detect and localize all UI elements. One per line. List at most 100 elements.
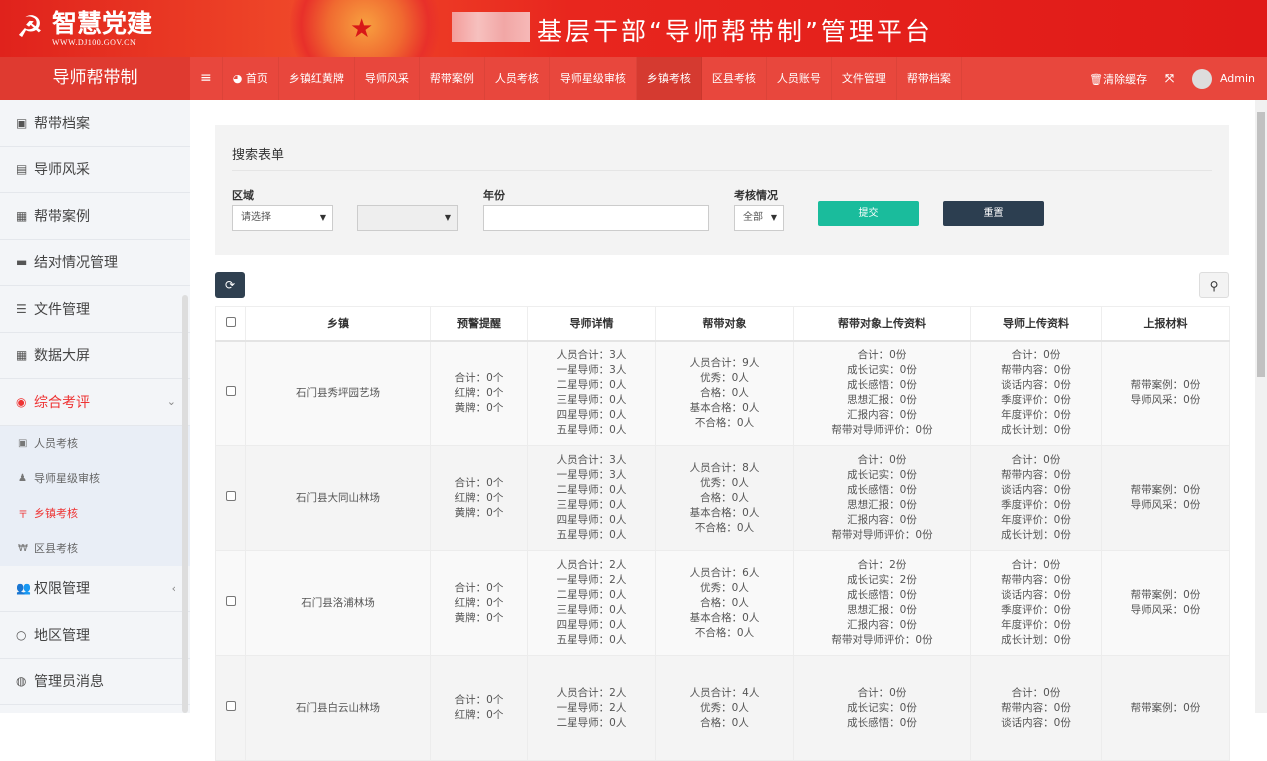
logo-text: 智慧党建 bbox=[52, 8, 153, 38]
nav-item[interactable]: 导师风采 bbox=[355, 57, 420, 100]
stat-line: 五星导师：0人 bbox=[556, 634, 627, 646]
table-row: 石门县洛浦林场 合计：0个 红牌：0个 黄牌：0个 人员合计：2人 一星导师：2人 二星导师… bbox=[215, 550, 1230, 656]
logo[interactable]: ☭ 智慧党建 WWW.DJ100.GOV.CN bbox=[8, 8, 152, 48]
caret-down-icon: ▼ bbox=[319, 213, 326, 222]
nav-item[interactable]: 人员账号 bbox=[767, 57, 832, 100]
sidebar-item[interactable]: ○ 地区管理 bbox=[0, 612, 190, 659]
nav-item[interactable]: 乡镇红黄牌 bbox=[279, 57, 355, 100]
stat-line: 合计：0份 bbox=[857, 686, 907, 699]
nav-item[interactable]: 人员考核 bbox=[485, 57, 550, 100]
refresh-icon[interactable]: ⟳ bbox=[215, 272, 245, 298]
stat-line: 二星导师：0人 bbox=[556, 379, 627, 392]
sidebar-item[interactable]: ▣ 帮带档案 bbox=[0, 100, 190, 147]
sidebar-item[interactable]: 〒乡镇考核 bbox=[0, 495, 190, 531]
nav-item-label: 人员账号 bbox=[776, 72, 821, 85]
brand-title: 导师帮带制 bbox=[0, 57, 190, 100]
cell-target-upload: 合计：0份 成长记实：0份 成长感悟：0份 bbox=[793, 655, 971, 761]
stat-line: 合计：0份 bbox=[857, 349, 907, 362]
stat-line: 成长计划：0份 bbox=[1001, 424, 1071, 437]
search-form-title: 搜索表单 bbox=[232, 148, 285, 163]
stat-line: 思想汇报：0份 bbox=[847, 394, 917, 407]
nav-item[interactable]: 区县考核 bbox=[702, 57, 767, 100]
cell-report: 帮带案例：0份 导师风采：0份 bbox=[1101, 445, 1230, 551]
stat-line: 黄牌：0个 bbox=[454, 506, 504, 519]
row-checkbox[interactable] bbox=[225, 385, 236, 396]
nav-item[interactable]: 文件管理 bbox=[832, 57, 897, 100]
row-checkbox-cell[interactable] bbox=[215, 445, 246, 551]
clear-cache-button[interactable]: 🗑清除缓存 bbox=[1089, 71, 1147, 87]
sidebar-item-label: 导师星级审核 bbox=[34, 472, 100, 485]
cell-report: 帮带案例：0份 bbox=[1101, 655, 1230, 761]
region-select[interactable]: 请选择 ▼ bbox=[232, 205, 333, 231]
region-select-value: 请选择 bbox=[241, 212, 271, 223]
stat-line: 一星导师：2人 bbox=[556, 574, 627, 586]
sub-region-select[interactable]: ▼ bbox=[357, 205, 458, 231]
nav-item[interactable]: 乡镇考核 bbox=[636, 57, 702, 100]
stat-line: 帮带对导师评价：0份 bbox=[831, 424, 933, 437]
sidebar-item[interactable]: ▤ 导师风采 bbox=[0, 147, 190, 193]
town-name: 石门县秀坪园艺场 bbox=[245, 340, 431, 446]
stat-line: 人员合计：3人 bbox=[556, 454, 627, 466]
sidebar-item-label: 结对情况管理 bbox=[34, 255, 118, 272]
select-all-checkbox[interactable] bbox=[215, 306, 246, 342]
logo-url: WWW.DJ100.GOV.CN bbox=[52, 37, 137, 47]
target-icon: ◉ bbox=[16, 394, 27, 409]
sidebar-item[interactable]: ▦ 数据大屏 bbox=[0, 333, 190, 379]
sidebar-item[interactable]: ☰ 文件管理 bbox=[0, 286, 190, 333]
nav-item[interactable]: 导师星级审核 bbox=[550, 57, 637, 100]
row-checkbox-cell[interactable] bbox=[215, 655, 246, 761]
column-header: 上报材料 bbox=[1101, 306, 1230, 342]
user-tie-icon: ♟ bbox=[18, 472, 27, 484]
page-scrollbar[interactable] bbox=[1255, 100, 1267, 713]
year-input[interactable] bbox=[483, 205, 709, 231]
stat-line: 思想汇报：0份 bbox=[847, 499, 917, 511]
nav-item[interactable]: 帮带案例 bbox=[420, 57, 485, 100]
row-checkbox-cell[interactable] bbox=[215, 340, 246, 446]
stat-line: 合计：0份 bbox=[1011, 454, 1061, 466]
row-checkbox-cell[interactable] bbox=[215, 550, 246, 656]
nav-item[interactable]: ◕ 首页 bbox=[223, 57, 279, 100]
stat-line: 人员合计：3人 bbox=[556, 349, 627, 362]
sidebar-item[interactable]: ◉ 综合考评 ⌄ bbox=[0, 379, 190, 426]
stat-line: 年度评价：0份 bbox=[1001, 409, 1071, 422]
table-row: 石门县秀坪园艺场 合计：0个 红牌：0个 黄牌：0个 人员合计：3人 一星导师：3人 二星导… bbox=[215, 340, 1230, 446]
sidebar-item[interactable]: ▦ 帮带案例 bbox=[0, 193, 190, 240]
reset-button[interactable]: 重置 bbox=[943, 201, 1044, 226]
stat-line: 成长计划：0份 bbox=[1001, 529, 1071, 541]
town-name: 石门县白云山林场 bbox=[245, 655, 431, 761]
search-icon[interactable]: ⚲ bbox=[1199, 272, 1229, 298]
briefcase-icon: ▬ bbox=[16, 255, 28, 270]
sidebar-item-label: 乡镇考核 bbox=[34, 507, 78, 520]
sidebar-item[interactable]: ♟ 导师星级审核 bbox=[0, 460, 190, 496]
nav-item-label: 乡镇红黄牌 bbox=[288, 72, 344, 85]
stat-line: 合格：0人 bbox=[700, 716, 749, 729]
row-checkbox[interactable] bbox=[225, 490, 236, 501]
nav-item[interactable]: 帮带档案 bbox=[897, 57, 962, 100]
menu-toggle-icon[interactable]: ≡ bbox=[190, 57, 223, 100]
clear-cache-label: 清除缓存 bbox=[1103, 72, 1148, 86]
stat-line: 人员合计：2人 bbox=[556, 686, 627, 699]
stat-line: 合计：0个 bbox=[454, 476, 504, 489]
sidebar-item[interactable]: ▬ 结对情况管理 bbox=[0, 240, 190, 286]
fullscreen-icon[interactable]: ⤧ bbox=[1165, 71, 1174, 85]
checkbox[interactable] bbox=[225, 316, 236, 327]
sidebar-scrollbar[interactable] bbox=[182, 295, 188, 713]
user-menu[interactable]: Admin bbox=[1191, 68, 1255, 89]
sidebar-item[interactable]: ▣ 人员考核 bbox=[0, 425, 190, 461]
status-select[interactable]: 全部 ▼ bbox=[734, 205, 784, 231]
town-name: 石门县洛浦林场 bbox=[245, 550, 431, 656]
chevron-left-icon: ‹ bbox=[171, 581, 176, 595]
row-checkbox[interactable] bbox=[225, 700, 236, 711]
row-checkbox[interactable] bbox=[225, 595, 236, 606]
sidebar-item[interactable]: 👥 权限管理 ‹ bbox=[0, 566, 190, 612]
stat-line: 成长感悟：0份 bbox=[847, 589, 917, 601]
stat-line: 二星导师：0人 bbox=[556, 716, 627, 729]
sidebar-item-label: 导师风采 bbox=[34, 162, 90, 179]
won-icon: ₩ bbox=[18, 542, 28, 554]
sidebar-item[interactable]: ₩ 区县考核 bbox=[0, 530, 190, 566]
submit-button[interactable]: 提交 bbox=[818, 201, 919, 226]
stat-line: 帮带内容：0份 bbox=[1001, 364, 1071, 377]
caret-down-icon: ▼ bbox=[770, 213, 777, 222]
sidebar-item[interactable]: ◍ 管理员消息 bbox=[0, 659, 190, 705]
stat-line: 人员合计：4人 bbox=[689, 686, 760, 699]
